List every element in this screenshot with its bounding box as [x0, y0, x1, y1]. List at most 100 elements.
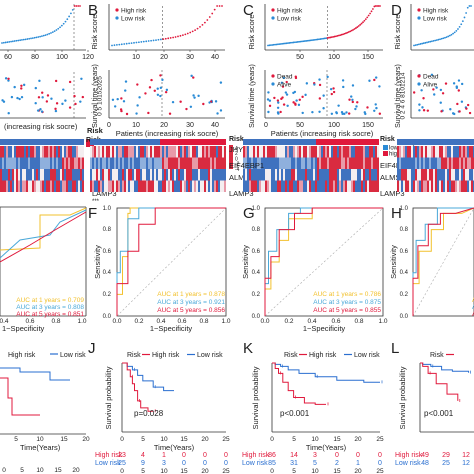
heatmap-d-cell: [411, 180, 413, 192]
heatmap-c-cell: [369, 169, 371, 181]
heatmap-b-cell: [208, 169, 210, 181]
heatmap-c-cell: [307, 157, 309, 169]
heatmap-d-cell: [423, 169, 425, 181]
heatmap-b-cell: [204, 180, 206, 192]
heatmap-b-cell: [212, 146, 214, 158]
x-tick-label: 1.0: [221, 318, 230, 325]
heatmap-c-cell: [267, 146, 269, 158]
risk-point: [306, 39, 309, 42]
risk-point: [4, 41, 7, 44]
risk-point: [439, 38, 441, 41]
heatmap-c-cell: [249, 180, 251, 192]
panel-letters: B C DF G HJ K L: [88, 2, 402, 357]
legend-high-dot: [417, 8, 421, 12]
risk-point: [366, 16, 369, 19]
risk-point: [437, 38, 440, 41]
y-axis-label: Sensitivity: [93, 245, 102, 279]
risk-point: [305, 40, 308, 42]
heatmap-b-cell: [164, 180, 166, 192]
heatmap-b-cell: [222, 180, 224, 192]
alive-point: [460, 100, 464, 103]
heatmap-c-cell: [359, 180, 361, 192]
heatmap-c-cell: [275, 146, 277, 158]
heatmap-b-cell: [198, 180, 200, 192]
roc-curve-1: [0, 207, 87, 251]
legend-low-dot: [417, 16, 421, 20]
heatmap-d-cell: [463, 169, 465, 181]
heatmap-b-cell: [170, 146, 172, 158]
heatmap-a-cell: [32, 180, 34, 192]
alive-point: [343, 112, 346, 116]
heatmap-c-cell: [275, 169, 277, 181]
heatmap-b-cell: [178, 169, 180, 181]
heatmap-b-cell: [134, 157, 136, 169]
heatmap-b-cell: [138, 169, 140, 181]
heatmap-d-cell: [471, 180, 473, 192]
dead-point: [456, 102, 459, 106]
heatmap-a-cell: [36, 169, 38, 181]
risk-point: [167, 37, 170, 40]
heatmap-a-cell: [4, 169, 6, 181]
risk-point: [364, 18, 367, 21]
heatmap-a-cell: [56, 157, 58, 169]
heatmap-d-cell: [457, 146, 459, 158]
legend-tick: 4: [235, 146, 238, 152]
heatmap-b-cell: [116, 180, 118, 192]
heatmap-d-cell: [397, 157, 399, 169]
heatmap-d-cell: [457, 157, 459, 169]
heatmap-c-cell: [287, 157, 289, 169]
alive-point: [418, 103, 421, 106]
risk-table-low-label: Low risk: [95, 460, 121, 467]
auc-label-1: AUC at 1 years = 0.786: [313, 291, 381, 298]
heatmap-a-cell: [20, 157, 22, 169]
risk-point: [278, 43, 281, 46]
km-legend-title: Risk: [430, 352, 444, 359]
heatmap-c-cell: [333, 169, 335, 181]
heatmap-a-cell: [50, 180, 52, 192]
risk-point: [295, 41, 298, 44]
heatmap-a-cell: [38, 157, 40, 169]
heatmap-a-cell: [62, 157, 64, 169]
x-axis-label: Patients (increasing risk socre): [271, 129, 374, 138]
risk-point: [357, 25, 360, 27]
risk-point: [435, 39, 438, 41]
heatmap-b-cell: [208, 157, 210, 169]
risk-point: [376, 5, 379, 7]
risk-table-x-tick: 5: [141, 468, 145, 474]
risk-point: [31, 37, 34, 40]
heatmap-d-cell: [399, 180, 401, 192]
heatmap-c-cell: [373, 169, 375, 181]
dead-point: [347, 112, 351, 115]
risk-point: [62, 22, 65, 25]
heatmap-b-cell: [150, 146, 152, 158]
heatmap-b-cell: [96, 180, 98, 192]
heatmap-b-cell: [100, 157, 102, 169]
heatmap-b-cell: [94, 169, 96, 181]
heatmap-a-cell: [46, 180, 48, 192]
heatmap-a-cell: [6, 169, 8, 181]
heatmap-a-cell: [54, 180, 56, 192]
heatmap-d-cell: [467, 169, 469, 181]
heatmap-c-cell: [287, 169, 289, 181]
heatmap-c-cell: [289, 157, 291, 169]
heatmap-d-cell: [427, 169, 429, 181]
heatmap-c-cell: [313, 157, 315, 169]
heatmap-b-cell: [106, 180, 108, 192]
heatmap-a-cell: [36, 157, 38, 169]
heatmap-a-cell: [32, 157, 34, 169]
heatmap-c-cell: [261, 146, 263, 158]
risk-count-low: 9: [141, 460, 145, 467]
heatmap-a-cell: [54, 146, 56, 158]
risk-point: [169, 37, 172, 39]
risk-point: [24, 38, 27, 41]
heatmap-c-cell: [339, 146, 341, 158]
heatmap-a-cell: [40, 146, 42, 158]
heatmap-a-cell: [58, 180, 60, 192]
heatmap-b-cell: [172, 180, 174, 192]
heatmap-a-cell: [68, 169, 70, 181]
alive-point: [305, 82, 309, 85]
heatmap-d-cell: [405, 169, 407, 181]
risk-point: [111, 44, 113, 47]
heatmap-d-cell: [409, 169, 411, 181]
